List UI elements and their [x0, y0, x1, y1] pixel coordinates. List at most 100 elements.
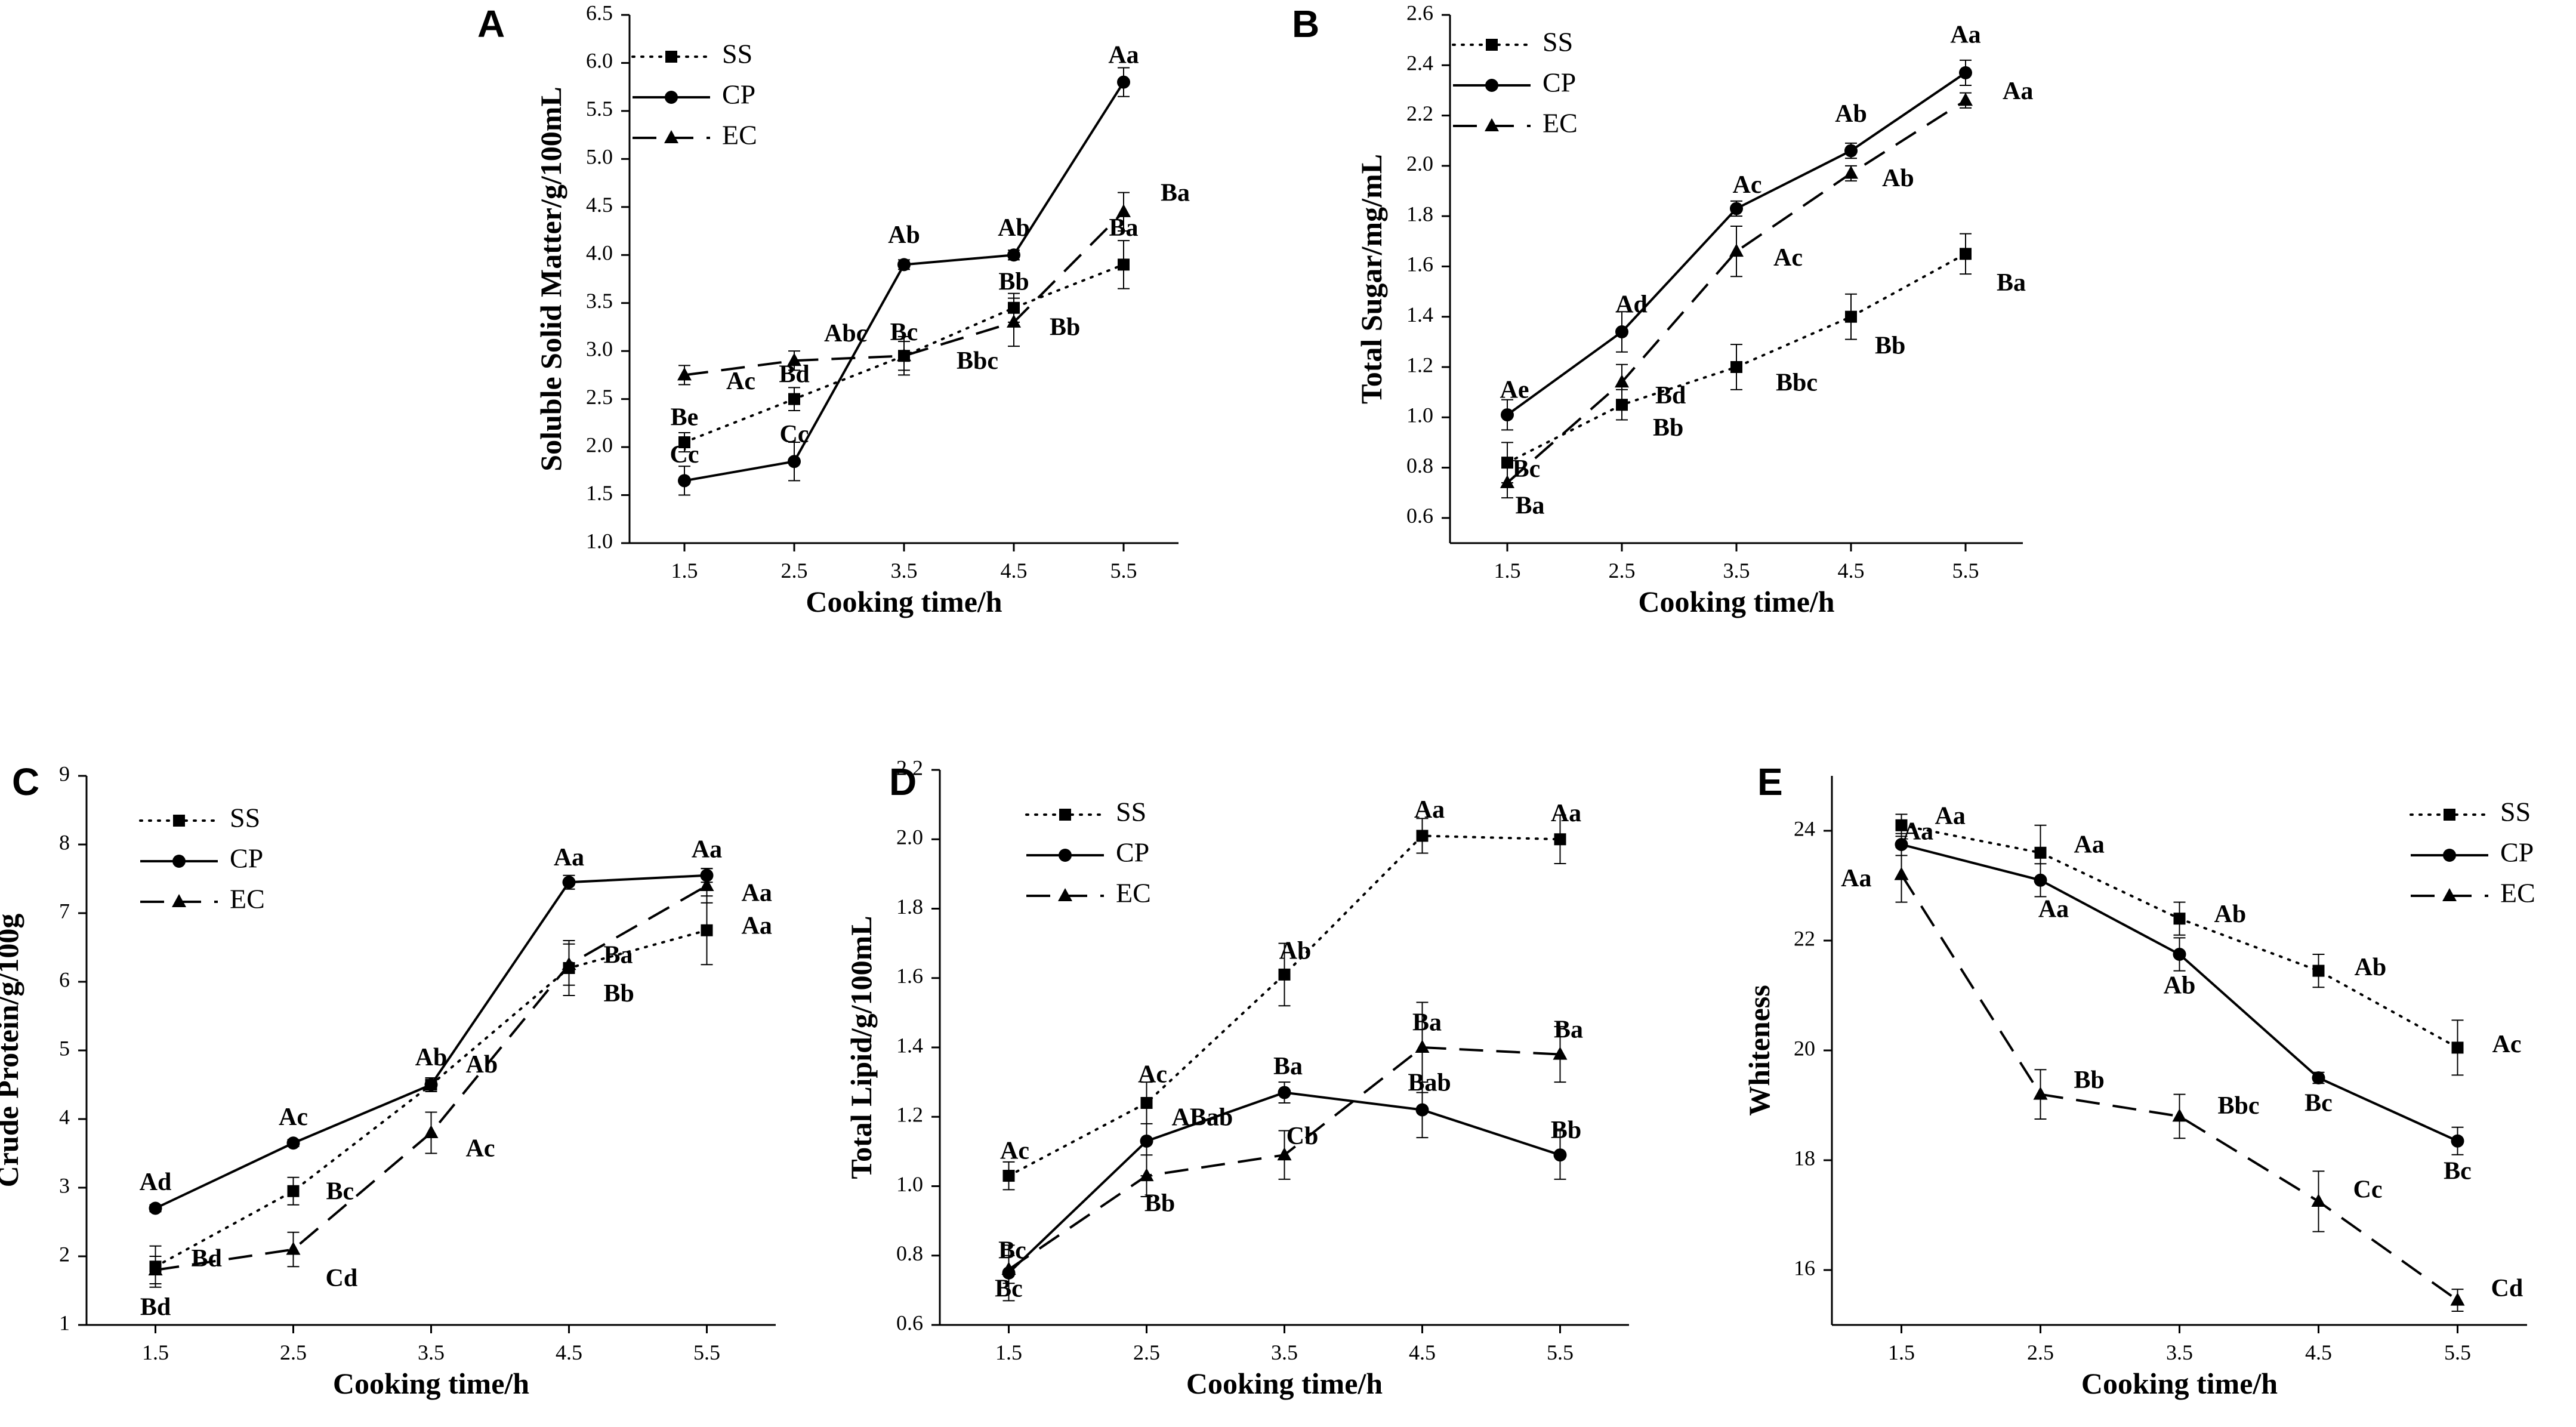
- panel-e-letter: E: [1757, 760, 1783, 803]
- panel-c-y-tick-label: 9: [59, 762, 70, 785]
- panel-b-series-ec: Ba Bd Ac Ab Aa: [1500, 78, 2033, 519]
- panel-b-series-cp: Ae Ad Ac Ab Aa: [1500, 21, 1981, 431]
- panel-d-ec-significance-label: Ba: [1554, 1016, 1583, 1043]
- panel-d-ec-point: [1277, 1147, 1292, 1161]
- panel-d-ss-significance-label: Ac: [1000, 1138, 1029, 1165]
- panel-a-x-tick-label: 5.5: [1110, 559, 1137, 582]
- panel-a-y-axis-title: Soluble Solid Matter/g/100mL: [534, 87, 567, 471]
- panel-a-ec-significance-label: Bbc: [957, 347, 998, 375]
- panel-c-y-tick-label: 4: [59, 1105, 70, 1129]
- panel-e-x-tick-label: 3.5: [2166, 1340, 2193, 1364]
- panel-a-legend-ss-marker: [665, 51, 677, 63]
- panel-b-ec-significance-label: Bd: [1655, 382, 1686, 409]
- panel-b-y-tick-label: 1.0: [1406, 403, 1433, 427]
- panel-a-ss-point: [1118, 258, 1130, 271]
- panel-b-y-tick-label: 1.8: [1406, 202, 1433, 226]
- panel-b-ss-point: [1845, 310, 1857, 323]
- panel-b-ss-point: [1616, 399, 1628, 411]
- panel-d-cp-significance-label: Bb: [1551, 1117, 1581, 1144]
- panel-c-y-tick-label: 5: [59, 1036, 70, 1060]
- panel-e-cp-significance-label: Aa: [2038, 895, 2069, 923]
- panel-e-ss-point: [1895, 819, 1908, 831]
- panel-e-cp-point: [2312, 1071, 2325, 1084]
- panel-c-cp-line: [155, 874, 707, 1210]
- panel-d-ec-point: [1553, 1046, 1568, 1060]
- panel-b-y-axis-title: Total Sugar/mg/mL: [1355, 154, 1388, 404]
- panel-e-y-tick-label: 18: [1794, 1146, 1815, 1170]
- panel-c-y-tick-label: 2: [59, 1242, 70, 1266]
- panel-a-cp-significance-label: Ab: [888, 221, 920, 249]
- panel-e-ss-point: [2034, 846, 2047, 859]
- panel-d-ss-point: [1278, 968, 1291, 981]
- panel-b-cp-point: [1501, 408, 1514, 422]
- panel-d-ss-significance-label: Ac: [1138, 1061, 1167, 1089]
- panel-b-ss-point: [1960, 248, 1972, 260]
- panel-d-cp-point: [1553, 1148, 1567, 1162]
- panel-a-ec-point: [677, 367, 692, 381]
- panel-a-y-tick-label: 3.0: [586, 337, 613, 360]
- panel-d-cp-point: [1140, 1134, 1153, 1148]
- panel-b-ss-significance-label: Ba: [1997, 269, 2026, 297]
- panel-e-ec-significance-label: Aa: [1841, 865, 1871, 892]
- panel-b-cp-significance-label: Aa: [1950, 21, 1980, 49]
- panel-b-ss-point: [1730, 361, 1742, 373]
- panel-a-x-tick-label: 4.5: [1001, 559, 1028, 582]
- panel-b-cp-significance-label: Ac: [1733, 171, 1762, 199]
- panel-c-x-tick-label: 1.5: [142, 1340, 169, 1364]
- panel-a-cp-significance-label: Aa: [1108, 41, 1139, 69]
- panel-e-ss-significance-label: Aa: [2074, 831, 2105, 858]
- panel-b-series-ss: Bc Bb Bbc Bb Ba: [1501, 233, 2026, 483]
- panel-b-ss-significance-label: Bc: [1513, 455, 1541, 483]
- panel-d-ec-significance-label: Bb: [1144, 1190, 1175, 1218]
- panel-d-y-tick-label: 1.6: [896, 964, 923, 988]
- panel-b-ec-significance-label: Ac: [1773, 244, 1803, 272]
- panel-d-ec-significance-label: Cb: [1287, 1123, 1319, 1150]
- panel-c-y-tick-label: 7: [59, 899, 70, 923]
- panel-b-ec-significance-label: Aa: [2003, 78, 2033, 105]
- panel-e-y-tick-label: 16: [1794, 1256, 1815, 1280]
- panel-a-ec-point: [787, 353, 801, 366]
- panel-e-cp-point: [2034, 873, 2047, 887]
- panel-b-legend-ec-marker: [1485, 118, 1499, 131]
- panel-b-x-tick-label: 1.5: [1494, 559, 1521, 582]
- panel-c: C 1.5 2.5 3.5 4.5 5.5 1 2 3 4 5 6 7 8 9 Cooking time/h C…: [0, 760, 776, 1400]
- panel-d-legend: SS CP EC: [1025, 797, 1151, 908]
- panel-a-y-tick-label: 2.0: [586, 433, 613, 457]
- panel-a-legend-cp-label: CP: [722, 79, 755, 110]
- panel-c-y-tick-label: 8: [59, 830, 70, 854]
- panel-b-y-tick-label: 2.0: [1406, 152, 1433, 175]
- panel-b-ec-point: [1500, 474, 1514, 488]
- panel-c-ec-point: [148, 1262, 163, 1275]
- panel-c-ss-point: [701, 924, 713, 936]
- panel-d-y-tick-label: 0.8: [896, 1241, 923, 1265]
- panel-a-legend-ec-label: EC: [722, 120, 757, 150]
- panel-c-legend-ec-label: EC: [230, 884, 265, 914]
- panel-d-legend-ss-label: SS: [1116, 797, 1146, 827]
- panel-a-y-tick-label: 4.5: [586, 193, 613, 217]
- panel-e-legend-ec-label: EC: [2500, 878, 2535, 908]
- panel-b-ec-point: [1958, 93, 1973, 106]
- panel-e-ss-point: [2451, 1041, 2464, 1054]
- panel-d-x-tick-label: 3.5: [1271, 1340, 1298, 1364]
- panel-e-ec-significance-label: Bbc: [2218, 1092, 2260, 1120]
- panel-a-y-tick-label: 1.0: [586, 529, 613, 553]
- panel-e-legend-ss-label: SS: [2500, 797, 2531, 827]
- panel-e-ec-significance-label: Bb: [2074, 1067, 2105, 1094]
- panel-c-ss-significance-label: Bd: [192, 1245, 222, 1272]
- panel-b-ss-point: [1501, 457, 1513, 469]
- panel-e-cp-point: [2451, 1134, 2464, 1148]
- panel-e-cp-point: [2173, 948, 2186, 961]
- panel-b-legend-ss-marker: [1486, 39, 1498, 51]
- panel-b-ec-line: [1506, 99, 1967, 484]
- panel-d-y-tick-label: 2.0: [896, 825, 923, 849]
- panel-c-series-ec: Bd Cd Ac Bb Aa: [140, 868, 772, 1321]
- panel-b-x-tick-label: 2.5: [1609, 559, 1636, 582]
- panel-a-ss-point: [788, 393, 800, 405]
- panel-e-cp-significance-label: Bc: [2444, 1157, 2472, 1185]
- panel-c-legend-ss-marker: [173, 815, 185, 827]
- panel-c-ec-point: [562, 957, 576, 970]
- panel-a-ss-point: [678, 436, 690, 449]
- panel-d-ss-point: [1002, 1170, 1015, 1182]
- panel-a: A 1.5 2.5 3.5 4.5 5.5 1.0 1.5 2.0 2.5 3.0 3.5 4.0 4.5…: [477, 1, 1190, 618]
- panel-a-ec-point: [1116, 204, 1131, 217]
